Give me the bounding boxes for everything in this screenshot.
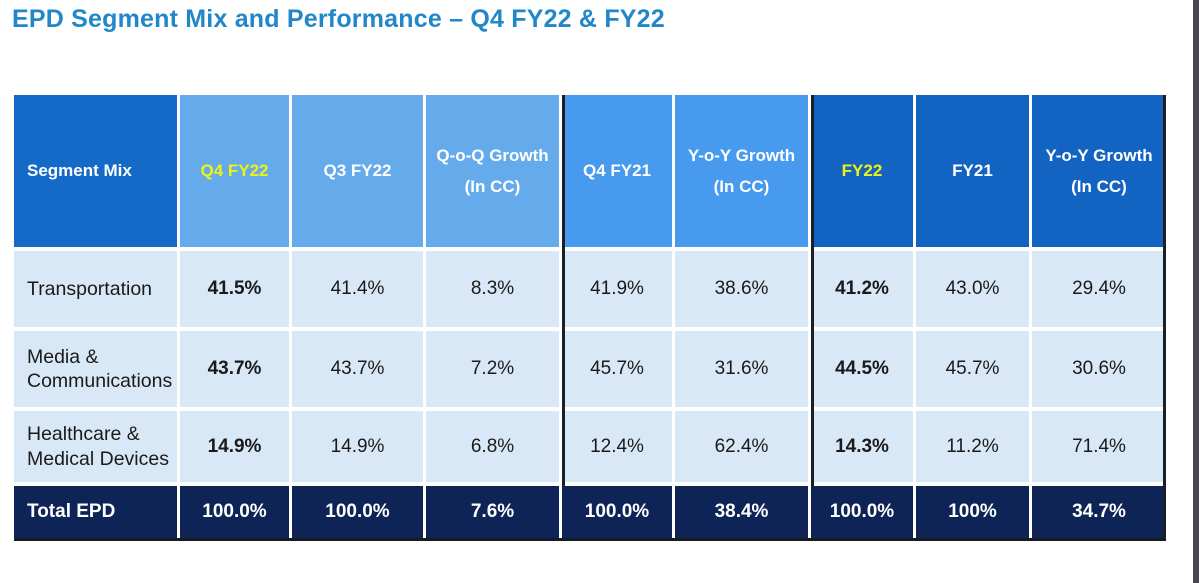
header-cell-q4-fy21: Q4 FY21: [562, 95, 675, 247]
table-cell: 7.2%: [426, 331, 562, 407]
table-cell: 100.0%: [180, 486, 292, 538]
table-cell: 41.5%: [180, 251, 292, 327]
table-cell: 38.4%: [675, 486, 811, 538]
table-cell: 7.6%: [426, 486, 562, 538]
row-label-media-communications: Media & Communications: [14, 331, 180, 407]
table-cell: 38.6%: [675, 251, 811, 327]
table-cell: 71.4%: [1032, 411, 1166, 482]
table-cell: 41.4%: [292, 251, 426, 327]
table-cell: 11.2%: [916, 411, 1032, 482]
table-cell: 41.9%: [562, 251, 675, 327]
table-row-transportation: Transportation 41.5% 41.4% 8.3% 41.9% 38…: [14, 251, 1166, 327]
header-cell-fy21: FY21: [916, 95, 1032, 247]
window-scrollbar[interactable]: [1193, 0, 1199, 583]
header-cell-yoy-growth-fy: Y-o-Y Growth (In CC): [1032, 95, 1166, 247]
table-cell: 8.3%: [426, 251, 562, 327]
segment-mix-table: Segment Mix Q4 FY22 Q3 FY22 Q-o-Q Growth…: [14, 95, 1166, 541]
table-cell: 45.7%: [916, 331, 1032, 407]
row-label-healthcare-medical: Healthcare & Medical Devices: [14, 411, 180, 482]
table-cell: 6.8%: [426, 411, 562, 482]
table-cell: 100.0%: [562, 486, 675, 538]
table-cell: 14.3%: [811, 411, 916, 482]
table-cell: 12.4%: [562, 411, 675, 482]
table-cell: 43.7%: [180, 331, 292, 407]
table-cell: 43.0%: [916, 251, 1032, 327]
table-right-border: [1163, 95, 1166, 538]
header-cell-qoq-growth: Q-o-Q Growth (In CC): [426, 95, 562, 247]
header-cell-q4-fy22: Q4 FY22: [180, 95, 292, 247]
dark-column-divider: [811, 95, 814, 486]
table-header-row: Segment Mix Q4 FY22 Q3 FY22 Q-o-Q Growth…: [14, 95, 1166, 247]
table-cell: 62.4%: [675, 411, 811, 482]
table-row-healthcare-medical: Healthcare & Medical Devices 14.9% 14.9%…: [14, 411, 1166, 482]
table-cell: 41.2%: [811, 251, 916, 327]
table-cell: 29.4%: [1032, 251, 1166, 327]
table-cell: 45.7%: [562, 331, 675, 407]
row-label-total-epd: Total EPD: [14, 486, 180, 538]
table-cell: 14.9%: [180, 411, 292, 482]
table-cell: 43.7%: [292, 331, 426, 407]
header-cell-segment-mix: Segment Mix: [14, 95, 180, 247]
table-cell: 30.6%: [1032, 331, 1166, 407]
table-cell: 100.0%: [811, 486, 916, 538]
table-cell: 34.7%: [1032, 486, 1166, 538]
header-cell-yoy-growth-q: Y-o-Y Growth (In CC): [675, 95, 811, 247]
table-cell: 100%: [916, 486, 1032, 538]
table-cell: 100.0%: [292, 486, 426, 538]
page-title: EPD Segment Mix and Performance – Q4 FY2…: [12, 5, 665, 33]
table-cell: 14.9%: [292, 411, 426, 482]
table-row-media-communications: Media & Communications 43.7% 43.7% 7.2% …: [14, 331, 1166, 407]
header-cell-fy22: FY22: [811, 95, 916, 247]
table-cell: 31.6%: [675, 331, 811, 407]
row-label-transportation: Transportation: [14, 251, 180, 327]
header-cell-q3-fy22: Q3 FY22: [292, 95, 426, 247]
table-cell: 44.5%: [811, 331, 916, 407]
table-row-total-epd: Total EPD 100.0% 100.0% 7.6% 100.0% 38.4…: [14, 486, 1166, 538]
dark-column-divider: [562, 95, 565, 486]
